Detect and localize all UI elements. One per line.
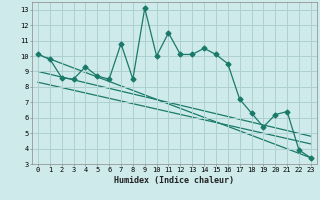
X-axis label: Humidex (Indice chaleur): Humidex (Indice chaleur): [115, 176, 234, 185]
